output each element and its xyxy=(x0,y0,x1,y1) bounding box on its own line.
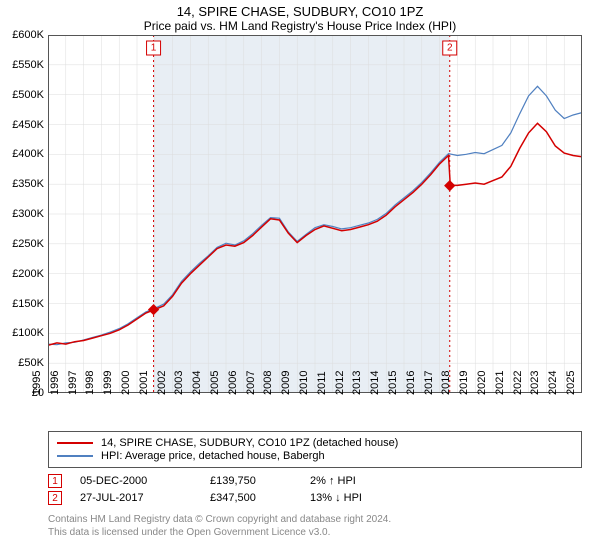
x-axis-tick-label: 1998 xyxy=(84,371,96,395)
x-axis-tick-label: 2022 xyxy=(512,371,524,395)
x-axis-tick-label: 2021 xyxy=(494,371,506,395)
x-axis-tick-label: 2000 xyxy=(120,371,132,395)
legend-row: HPI: Average price, detached house, Babe… xyxy=(57,450,573,462)
x-axis-tick-label: 2010 xyxy=(298,371,310,395)
legend-swatch xyxy=(57,442,93,444)
line-chart: 12 xyxy=(48,35,582,393)
y-axis-tick-label: £350K xyxy=(12,178,48,190)
transaction-date: 27-JUL-2017 xyxy=(80,492,210,504)
y-axis-tick-label: £300K xyxy=(12,208,48,220)
chart-area: 12 £0£50K£100K£150K£200K£250K£300K£350K£… xyxy=(48,35,582,393)
footer-line: Contains HM Land Registry data © Crown c… xyxy=(48,513,582,526)
x-axis-tick-label: 1995 xyxy=(31,371,43,395)
y-axis-tick-label: £500K xyxy=(12,89,48,101)
y-axis-tick-label: £250K xyxy=(12,238,48,250)
y-axis-tick-label: £100K xyxy=(12,327,48,339)
x-axis-tick-label: 2017 xyxy=(423,371,435,395)
transaction-pct-vs-hpi: 13% ↓ HPI xyxy=(310,492,430,504)
x-axis-tick-label: 2009 xyxy=(280,371,292,395)
y-axis-tick-label: £50K xyxy=(18,357,48,369)
y-axis-tick-label: £200K xyxy=(12,268,48,280)
legend: 14, SPIRE CHASE, SUDBURY, CO10 1PZ (deta… xyxy=(48,431,582,468)
x-axis-tick-label: 2024 xyxy=(547,371,559,395)
transaction-table: 1 05-DEC-2000£139,7502% ↑ HPI 2 27-JUL-2017… xyxy=(48,474,582,505)
x-axis-tick-label: 2011 xyxy=(316,371,328,395)
x-axis-tick-label: 2004 xyxy=(191,371,203,395)
x-axis-tick-label: 2003 xyxy=(173,371,185,395)
chart-title-block: 14, SPIRE CHASE, SUDBURY, CO10 1PZ Price… xyxy=(0,0,600,35)
x-axis-tick-label: 2013 xyxy=(351,371,363,395)
x-axis-tick-label: 2012 xyxy=(334,371,346,395)
transaction-marker: 1 xyxy=(48,474,62,488)
transaction-row: 2 27-JUL-2017£347,50013% ↓ HPI xyxy=(48,491,582,505)
x-axis-tick-label: 2019 xyxy=(458,371,470,395)
x-axis-tick-label: 2008 xyxy=(262,371,274,395)
x-axis-tick-label: 2002 xyxy=(156,371,168,395)
transaction-price: £139,750 xyxy=(210,475,310,487)
transaction-date: 05-DEC-2000 xyxy=(80,475,210,487)
y-axis-tick-label: £150K xyxy=(12,298,48,310)
chart-title: 14, SPIRE CHASE, SUDBURY, CO10 1PZ xyxy=(0,4,600,19)
x-axis-tick-label: 1997 xyxy=(67,371,79,395)
x-axis-tick-label: 2023 xyxy=(529,371,541,395)
transaction-pct-vs-hpi: 2% ↑ HPI xyxy=(310,475,430,487)
x-axis-tick-label: 2016 xyxy=(405,371,417,395)
legend-swatch xyxy=(57,455,93,457)
x-axis-tick-label: 2018 xyxy=(440,371,452,395)
svg-text:1: 1 xyxy=(151,43,157,54)
x-axis-tick-label: 2025 xyxy=(565,371,577,395)
footer-line: This data is licensed under the Open Gov… xyxy=(48,526,582,539)
chart-subtitle: Price paid vs. HM Land Registry's House … xyxy=(0,19,600,33)
legend-label: HPI: Average price, detached house, Babe… xyxy=(101,450,325,462)
legend-label: 14, SPIRE CHASE, SUDBURY, CO10 1PZ (deta… xyxy=(101,437,398,449)
y-axis-tick-label: £600K xyxy=(12,29,48,41)
y-axis-tick-label: £550K xyxy=(12,59,48,71)
x-axis-tick-label: 2015 xyxy=(387,371,399,395)
footer-attribution: Contains HM Land Registry data © Crown c… xyxy=(48,513,582,539)
x-axis-tick-label: 2014 xyxy=(369,371,381,395)
legend-row: 14, SPIRE CHASE, SUDBURY, CO10 1PZ (deta… xyxy=(57,437,573,449)
x-axis-tick-label: 2007 xyxy=(245,371,257,395)
x-axis-tick-label: 2020 xyxy=(476,371,488,395)
y-axis-tick-label: £400K xyxy=(12,148,48,160)
x-axis-tick-label: 1999 xyxy=(102,371,114,395)
transaction-row: 1 05-DEC-2000£139,7502% ↑ HPI xyxy=(48,474,582,488)
transaction-price: £347,500 xyxy=(210,492,310,504)
x-axis-tick-label: 1996 xyxy=(49,371,61,395)
x-axis-tick-label: 2006 xyxy=(227,371,239,395)
svg-text:2: 2 xyxy=(447,43,453,54)
x-axis-tick-label: 2001 xyxy=(138,371,150,395)
y-axis-tick-label: £450K xyxy=(12,119,48,131)
x-axis-tick-label: 2005 xyxy=(209,371,221,395)
transaction-marker: 2 xyxy=(48,491,62,505)
